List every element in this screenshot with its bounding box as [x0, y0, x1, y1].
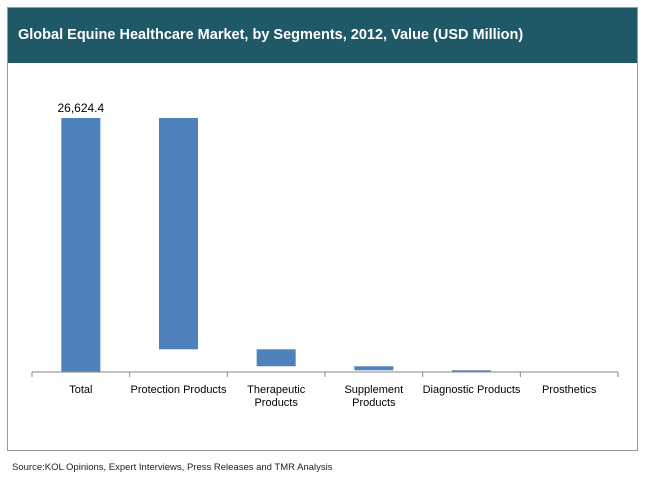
title-bar: Global Equine Healthcare Market, by Segm… [8, 8, 637, 63]
category-label-3: Supplement Products [344, 384, 403, 409]
chart-title: Global Equine Healthcare Market, by Segm… [18, 27, 524, 43]
category-label-4: Diagnostic Products [423, 384, 521, 396]
category-label-5: Prosthetics [542, 384, 597, 396]
bar-1 [159, 118, 198, 350]
bar-4 [452, 370, 491, 372]
data-label-0: 26,624.4 [57, 101, 104, 115]
bar-3 [354, 366, 394, 371]
bar-0 [61, 118, 101, 372]
bar-2 [256, 349, 296, 367]
category-label-1: Protection Products [131, 384, 227, 396]
chart-frame: Global Equine Healthcare Market, by Segm… [7, 7, 638, 451]
category-label-0: Total [69, 384, 92, 396]
source-note: Source:KOL Opinions, Expert Interviews, … [12, 462, 333, 473]
category-label-2: Therapeutic Products [247, 384, 306, 409]
